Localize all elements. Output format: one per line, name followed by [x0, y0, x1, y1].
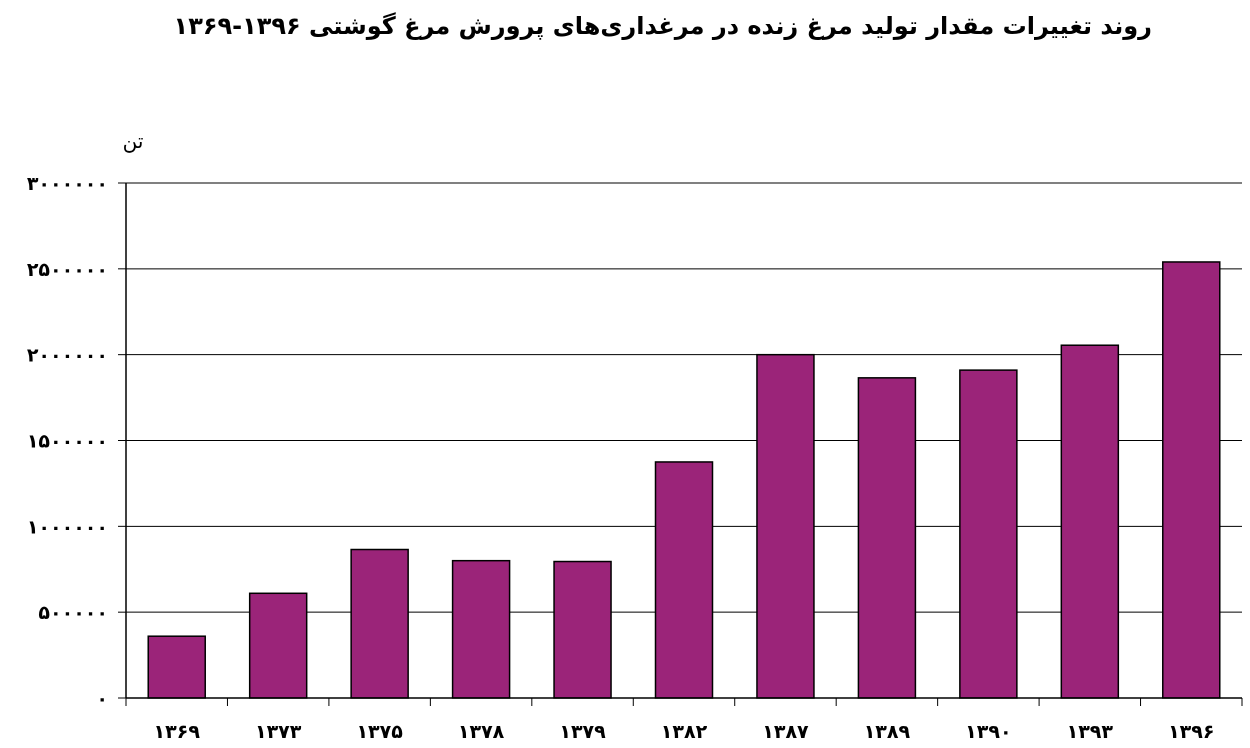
- x-tick-label: ۱۳۹۳: [1067, 721, 1114, 743]
- y-tick-label: ۵۰۰۰۰۰: [38, 602, 108, 624]
- bar: [1060, 344, 1120, 699]
- x-tick-label: ۱۳۶۹: [154, 721, 201, 743]
- x-tick-label: ۱۳۷۵: [356, 721, 403, 743]
- bar: [350, 548, 409, 699]
- bar: [1162, 261, 1221, 699]
- bar: [756, 353, 815, 699]
- y-tick-label: ۰: [96, 688, 108, 710]
- y-tick-label: ۱۰۰۰۰۰۰: [27, 516, 108, 538]
- x-tick-label: ۱۳۹۶: [1168, 721, 1214, 743]
- x-tick-label: ۱۳۷۸: [458, 721, 505, 743]
- y-axis-unit-label: تن: [123, 129, 144, 153]
- bar: [959, 369, 1018, 699]
- x-tick-label: ۱۳۹۰: [965, 721, 1011, 743]
- bar: [553, 560, 612, 699]
- y-tick-label: ۳۰۰۰۰۰۰: [27, 173, 108, 195]
- chart-title: روند تغییرات مقدار تولید مرغ زنده در مرغ…: [173, 12, 1152, 40]
- bar: [147, 635, 206, 699]
- axes: ۰ ۵۰۰۰۰۰ ۱۰۰۰۰۰۰ ۱۵۰۰۰۰۰ ۲۰۰۰۰۰۰ ۲۵۰۰۰۰۰ ۳۰۰۰۰…: [27, 173, 1243, 743]
- y-tick-label: ۱۵۰۰۰۰۰: [27, 431, 108, 453]
- bar: [451, 559, 511, 699]
- bar: [654, 461, 714, 699]
- x-tick-label: ۱۳۸۷: [762, 721, 809, 743]
- bar: [857, 377, 917, 699]
- x-tick-label: ۱۳۷۹: [559, 721, 606, 743]
- x-tick-label: ۱۳۸۹: [864, 721, 911, 743]
- bars: [147, 261, 1221, 699]
- y-tick-label: ۲۰۰۰۰۰۰: [27, 345, 108, 367]
- x-tick-label: ۱۳۸۲: [661, 721, 708, 743]
- x-tick-label: ۱۳۷۳: [255, 721, 302, 743]
- y-tick-label: ۲۵۰۰۰۰۰: [27, 259, 108, 281]
- bar: [248, 592, 308, 699]
